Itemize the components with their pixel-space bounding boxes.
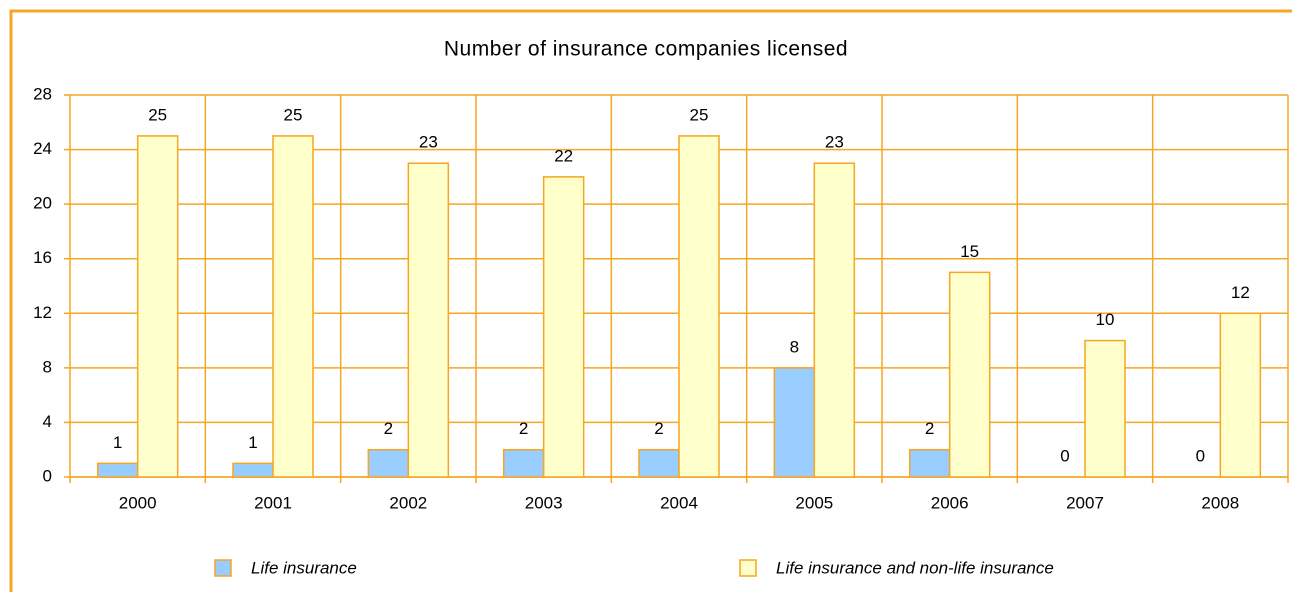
chart-title: Number of insurance companies licensed [444, 38, 848, 61]
y-tick-label: 12 [33, 303, 52, 322]
data-label: 2 [925, 419, 934, 438]
data-label: 23 [825, 133, 844, 152]
data-label: 23 [419, 133, 438, 152]
x-tick-label: 2007 [1066, 493, 1104, 512]
data-label: 25 [284, 105, 303, 124]
data-label: 2 [654, 419, 663, 438]
legend-swatch [214, 559, 232, 577]
legend-label: Life insurance [251, 558, 357, 577]
bar [1084, 339, 1126, 478]
data-label: 1 [248, 433, 257, 452]
data-label: 2 [519, 419, 528, 438]
bar [948, 271, 991, 478]
x-tick-label: 2008 [1201, 493, 1239, 512]
y-tick-label: 8 [43, 357, 52, 376]
bar [232, 462, 274, 478]
data-label: 25 [690, 105, 709, 124]
data-label: 8 [790, 337, 799, 356]
data-label: 0 [1060, 446, 1069, 465]
bar [272, 135, 314, 478]
y-tick-label: 24 [33, 139, 52, 158]
data-label: 22 [554, 146, 573, 165]
bar [136, 135, 179, 478]
x-tick-label: 2001 [254, 493, 292, 512]
x-tick-label: 2004 [660, 493, 698, 512]
bar [96, 462, 139, 478]
bar [542, 176, 585, 478]
bar [407, 162, 450, 478]
legend-label: Life insurance and non-life insurance [776, 558, 1054, 577]
bar [638, 448, 680, 478]
bar [908, 448, 951, 478]
bar [1219, 312, 1262, 478]
data-label: 2 [384, 419, 393, 438]
x-tick-label: 2006 [931, 493, 969, 512]
y-tick-label: 28 [33, 84, 52, 103]
x-tick-label: 2000 [119, 493, 157, 512]
y-tick-label: 0 [43, 466, 52, 485]
bar [678, 135, 720, 478]
bar [773, 367, 816, 478]
data-label: 0 [1196, 446, 1205, 465]
data-label: 12 [1231, 283, 1250, 302]
x-tick-label: 2002 [389, 493, 427, 512]
x-tick-label: 2003 [525, 493, 563, 512]
y-tick-label: 16 [33, 248, 52, 267]
data-label: 10 [1096, 310, 1115, 329]
data-label: 25 [148, 105, 167, 124]
legend-swatch [739, 559, 757, 577]
data-label: 1 [113, 433, 122, 452]
y-tick-label: 20 [33, 194, 52, 213]
y-tick-label: 4 [43, 412, 52, 431]
chart-frame [9, 9, 1292, 592]
bar [813, 162, 856, 478]
x-tick-label: 2005 [795, 493, 833, 512]
bar [502, 448, 545, 478]
bar [367, 448, 410, 478]
data-label: 15 [960, 242, 979, 261]
